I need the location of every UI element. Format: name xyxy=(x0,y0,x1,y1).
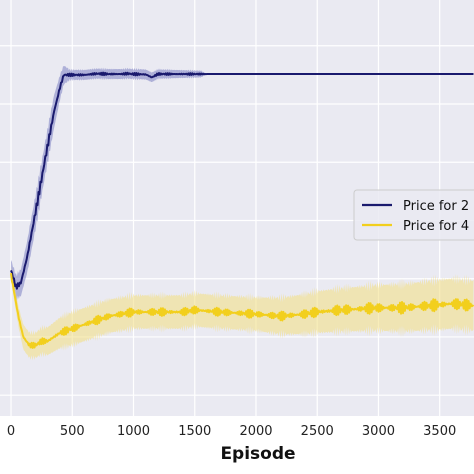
x-tick-label-0: 0 xyxy=(7,424,15,439)
line-price-for-2 xyxy=(10,71,474,290)
legend-label-price-for-4: Price for 4 xyxy=(403,219,469,234)
x-tick-label-2: 1000 xyxy=(117,424,150,439)
legend-box xyxy=(353,189,474,241)
series-lines xyxy=(10,71,474,349)
x-tick-label-1: 500 xyxy=(60,424,85,439)
x-tick-labels: 0 500 1000 1500 2000 2500 3000 3500 xyxy=(7,424,456,439)
x-tick-label-3: 1500 xyxy=(178,424,211,439)
legend-label-price-for-2: Price for 2 xyxy=(403,199,469,214)
x-tick-label-4: 2000 xyxy=(239,424,272,439)
band-price-for-2 xyxy=(11,66,474,301)
line-price-for-4 xyxy=(10,272,474,349)
x-axis-title: Episode xyxy=(220,444,295,464)
legend: Price for 2 Price for 4 xyxy=(353,189,474,241)
grid xyxy=(0,0,474,416)
x-tick-label-7: 3500 xyxy=(423,424,456,439)
x-tick-label-6: 3000 xyxy=(362,424,395,439)
x-tick-label-5: 2500 xyxy=(301,424,334,439)
